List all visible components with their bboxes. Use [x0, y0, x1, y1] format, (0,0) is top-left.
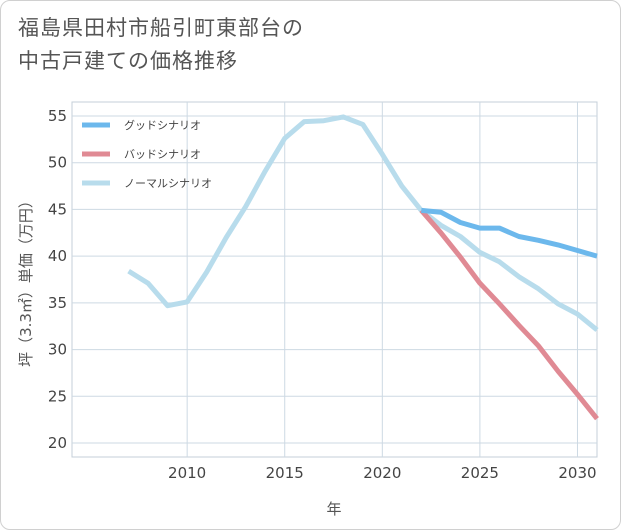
- x-tick-label: 2015: [266, 464, 304, 482]
- y-tick-label: 40: [48, 247, 67, 265]
- x-tick-label: 2010: [168, 464, 206, 482]
- chart-title-line1: 福島県田村市船引町東部台の: [18, 16, 304, 40]
- chart-title-line2: 中古戸建ての価格推移: [18, 49, 238, 73]
- x-tick-labels: 2010 2015 2020 2025 2030: [168, 464, 597, 482]
- legend-label-1: バッドシナリオ: [124, 148, 201, 161]
- x-tick-label: 2030: [558, 464, 596, 482]
- y-tick-label: 50: [48, 154, 67, 172]
- y-tick-label: 55: [48, 107, 67, 125]
- y-tick-label: 45: [48, 200, 67, 218]
- grid-lines: [72, 102, 597, 457]
- y-axis-title: 坪（3.3㎡）単価（万円）: [17, 193, 35, 367]
- y-tick-label: 35: [48, 294, 67, 312]
- x-tick-label: 2025: [461, 464, 499, 482]
- series-line-1: [419, 208, 599, 421]
- series-lines: [127, 114, 599, 421]
- x-axis-title: 年: [326, 500, 341, 518]
- y-tick-label: 30: [48, 341, 67, 359]
- x-tick-label: 2020: [363, 464, 401, 482]
- legend-label-0: グッドシナリオ: [124, 118, 201, 132]
- y-tick-label: 20: [48, 434, 67, 452]
- series-line-0: [421, 207, 598, 259]
- y-tick-labels: 20 25 30 35 40 45 50 55: [48, 107, 67, 452]
- y-tick-label: 25: [48, 387, 67, 405]
- series-line-2: [127, 114, 599, 332]
- legend-label-2: ノーマルシナリオ: [124, 177, 212, 190]
- chart-title: 福島県田村市船引町東部台の 中古戸建ての価格推移: [18, 12, 304, 78]
- plot-area: [71, 101, 598, 458]
